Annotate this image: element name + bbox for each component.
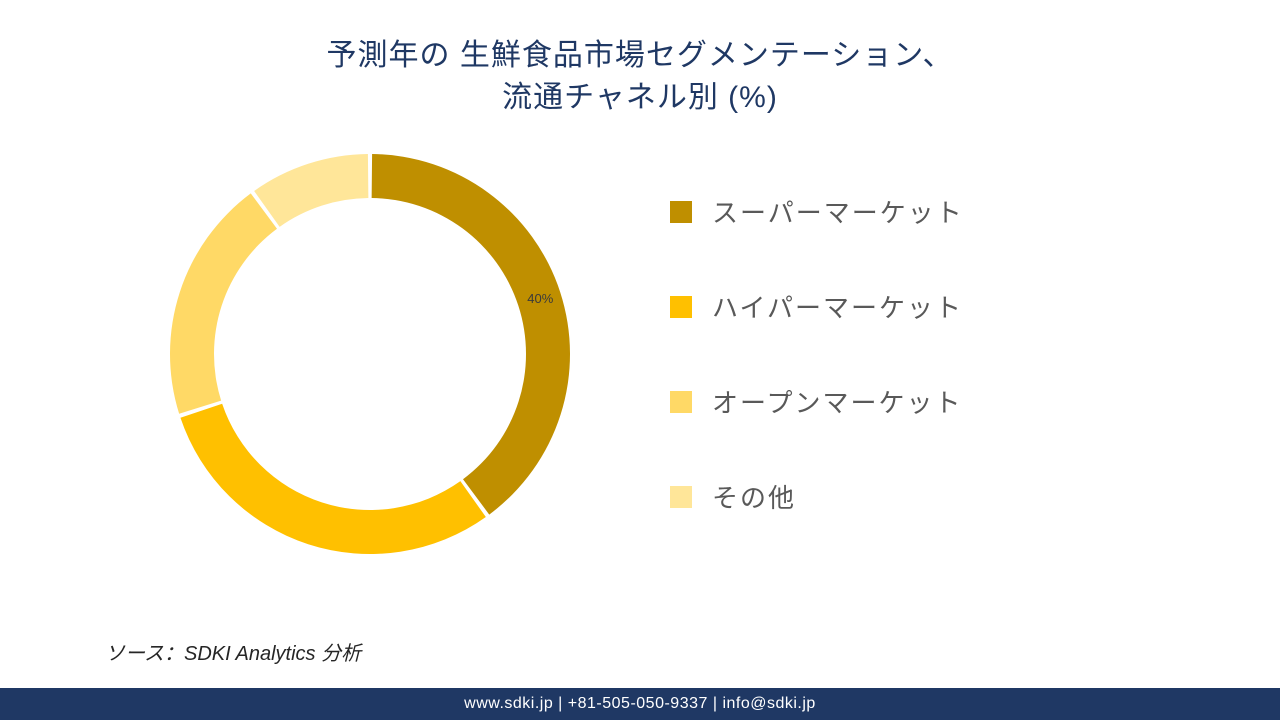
donut-segment bbox=[170, 193, 277, 413]
donut-segment bbox=[372, 154, 570, 515]
chart-title: 予測年の 生鮮食品市場セグメンテーション、 流通チャネル別 (%) bbox=[0, 0, 1280, 119]
legend-item: その他 bbox=[670, 478, 964, 515]
legend-marker bbox=[670, 296, 692, 318]
donut-segment bbox=[254, 154, 368, 227]
legend-item: スーパーマーケット bbox=[670, 193, 964, 230]
legend-marker bbox=[670, 391, 692, 413]
legend-label: その他 bbox=[712, 478, 796, 515]
legend-item: オープンマーケット bbox=[670, 383, 964, 420]
donut-chart-container: 40% bbox=[160, 144, 580, 564]
title-line-2: 流通チャネル別 (%) bbox=[502, 81, 778, 114]
legend-marker bbox=[670, 486, 692, 508]
legend-label: ハイパーマーケット bbox=[712, 288, 963, 325]
donut-chart bbox=[160, 144, 580, 564]
legend-item: ハイパーマーケット bbox=[670, 288, 964, 325]
segment-value-label: 40% bbox=[527, 291, 553, 306]
source-text: ソース：SDKI Analytics 分析 bbox=[105, 637, 361, 666]
legend-label: オープンマーケット bbox=[712, 383, 962, 420]
legend-marker bbox=[670, 201, 692, 223]
title-line-1: 予測年の 生鮮食品市場セグメンテーション、 bbox=[327, 39, 954, 72]
content-area: 40% スーパーマーケットハイパーマーケットオープンマーケットその他 bbox=[0, 119, 1280, 564]
chart-legend: スーパーマーケットハイパーマーケットオープンマーケットその他 bbox=[670, 193, 964, 515]
footer-bar: www.sdki.jp | +81-505-050-9337 | info@sd… bbox=[0, 688, 1280, 720]
donut-segment bbox=[180, 404, 485, 554]
legend-label: スーパーマーケット bbox=[712, 193, 964, 230]
